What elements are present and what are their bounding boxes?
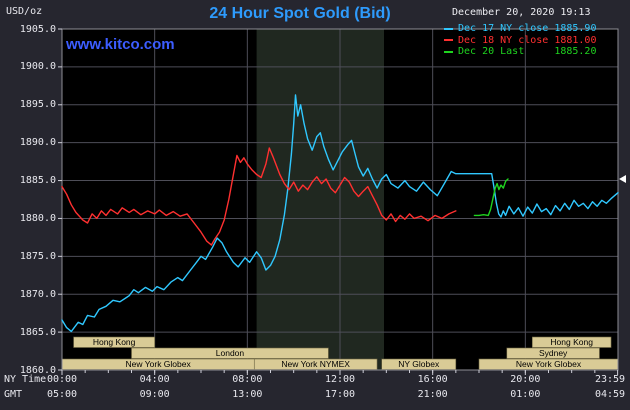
x-axis-label-gmt: 05:00	[46, 389, 78, 400]
chart-title: 24 Hour Spot Gold (Bid)	[209, 5, 391, 22]
session-band-label: Hong Kong	[550, 337, 593, 347]
session-band	[131, 347, 329, 359]
x-axis-label-gmt: 01:00	[510, 389, 541, 400]
legend-item: Dec 18 NY close 1881.00	[444, 35, 596, 47]
session-band-label: NY Globex	[398, 359, 440, 369]
series-line-dec17	[61, 94, 619, 333]
legend-swatch	[444, 27, 453, 30]
x-axis-label-ny: 04:00	[139, 374, 170, 385]
y-axis-label: 1905.0	[19, 23, 56, 35]
last-price-marker	[619, 175, 626, 184]
session-band-label: Hong Kong	[93, 337, 136, 347]
session-band-label: London	[216, 348, 245, 358]
session-band-label: New York Globex	[516, 359, 582, 369]
legend-label: Dec 18 NY close 1881.00	[458, 34, 597, 46]
y-axis-label: 1885.0	[19, 175, 56, 187]
x-axis-label-gmt: 13:00	[232, 389, 263, 400]
x-axis-label-ny: 08:00	[232, 374, 263, 385]
session-band-label: Sydney	[539, 348, 568, 358]
session-band	[73, 336, 155, 348]
gmt-caption: GMT	[4, 389, 23, 400]
y-axis-label: 1875.0	[19, 250, 56, 262]
kitco-website-link[interactable]: www.kitco.com	[66, 36, 175, 53]
x-axis-label-ny: 12:00	[324, 374, 356, 385]
session-band-label: New York NYMEX	[281, 359, 350, 369]
x-axis-label-ny: 23:59	[594, 374, 626, 385]
legend-swatch	[444, 39, 453, 42]
session-band-label: New York Globex	[126, 359, 192, 369]
chart-datetime: December 20, 2020 19:13	[452, 7, 591, 18]
x-axis-label-gmt: 21:00	[417, 389, 448, 400]
legend-swatch	[444, 50, 453, 53]
legend-item: Dec 17 NY close 1885.90	[444, 23, 596, 35]
legend-item: Dec 20 Last 1885.20	[444, 46, 596, 58]
x-axis-label-ny: 20:00	[510, 374, 541, 385]
legend-label: Dec 17 NY close 1885.90	[458, 23, 597, 35]
y-axis-label: 1880.0	[19, 212, 56, 224]
legend-label: Dec 20 Last 1885.20	[458, 46, 597, 58]
y-axis-units-label: USD/oz	[6, 6, 43, 17]
y-axis-label: 1870.0	[19, 288, 56, 300]
y-axis-label: 1895.0	[19, 99, 56, 111]
x-axis-label-gmt: 04:59	[594, 389, 626, 400]
x-axis-label-ny: 16:00	[417, 374, 448, 385]
y-axis-label: 1890.0	[19, 137, 56, 149]
series-line-dec20	[473, 178, 509, 217]
legend: Dec 17 NY close 1885.90 Dec 18 NY close 1…	[444, 23, 596, 58]
y-axis-label: 1860.0	[19, 364, 56, 376]
x-axis-label-gmt: 09:00	[139, 389, 170, 400]
nymex-session-shade	[256, 29, 385, 370]
x-axis-label-gmt: 17:00	[324, 389, 356, 400]
x-axis-label-ny: 00:00	[46, 374, 78, 385]
y-axis-label: 1900.0	[19, 61, 56, 73]
series-line-dec18	[61, 147, 457, 246]
y-axis-label: 1865.0	[19, 326, 56, 338]
ny-time-caption: NY Time	[4, 374, 47, 385]
session-band	[531, 336, 612, 348]
session-band	[506, 347, 600, 359]
